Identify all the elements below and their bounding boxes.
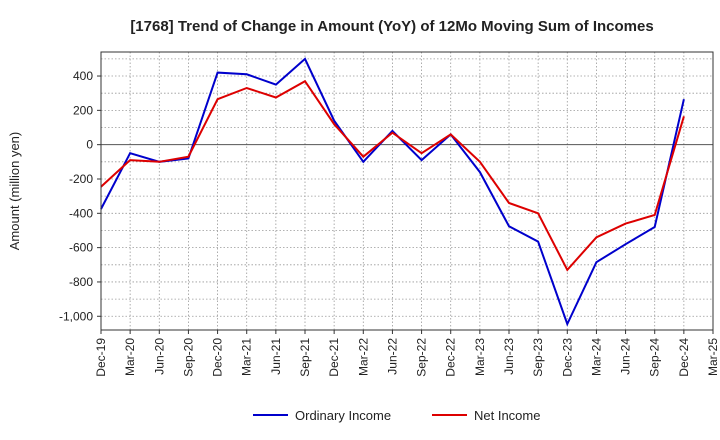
x-tick-label: Jun-21 [269, 338, 283, 375]
y-ticks: 400 200 0 -200 -400 -600 -800 -1,000 [59, 69, 101, 323]
x-tick-label: Sep-22 [415, 338, 429, 377]
x-tick-label: Sep-24 [648, 338, 662, 377]
y-tick-label: 0 [86, 138, 93, 152]
x-tick-label: Mar-20 [123, 338, 137, 376]
legend-label: Net Income [474, 408, 540, 423]
x-tick-label: Mar-23 [473, 338, 487, 376]
x-tick-label: Dec-20 [211, 338, 225, 377]
x-tick-label: Jun-22 [385, 338, 399, 375]
x-tick-label: Mar-24 [589, 338, 603, 376]
plot-area [101, 52, 713, 330]
series-lines [100, 57, 685, 327]
x-tick-label: Jun-24 [619, 338, 633, 375]
grid [100, 52, 714, 330]
series-line-net-income [100, 79, 685, 272]
y-tick-label: -1,000 [59, 309, 93, 323]
y-tick-label: -400 [69, 206, 93, 220]
y-tick-label: -200 [69, 172, 93, 186]
x-tick-label: Mar-22 [356, 338, 370, 376]
y-tick-label: 400 [73, 69, 93, 83]
plot-frame [100, 51, 714, 331]
chart-title: [1768] Trend of Change in Amount (YoY) o… [130, 18, 653, 35]
x-tick-label: Dec-22 [444, 338, 458, 377]
legend-label: Ordinary Income [295, 408, 391, 423]
x-tick-label: Dec-24 [677, 338, 691, 377]
y-tick-label: -800 [69, 275, 93, 289]
x-tick-label: Dec-19 [94, 338, 108, 377]
x-tick-label: Dec-23 [560, 338, 574, 377]
y-tick-label: -600 [69, 241, 93, 255]
x-tick-label: Sep-23 [531, 338, 545, 377]
legend: Ordinary Income Net Income [253, 408, 540, 423]
x-tick-label: Jun-20 [152, 338, 166, 375]
x-tick-label: Sep-21 [298, 338, 312, 377]
y-tick-label: 200 [73, 103, 93, 117]
x-tick-label: Sep-20 [181, 338, 195, 377]
series-line-ordinary-income [100, 57, 685, 327]
x-tick-label: Mar-25 [706, 338, 720, 376]
x-ticks: Dec-19 Mar-20 Jun-20 Sep-20 Dec-20 Mar-21 Jun-… [94, 330, 720, 377]
x-tick-label: Dec-21 [327, 338, 341, 377]
y-axis-label: Amount (million yen) [7, 132, 22, 251]
x-tick-label: Mar-21 [240, 338, 254, 376]
x-tick-label: Jun-23 [502, 338, 516, 375]
